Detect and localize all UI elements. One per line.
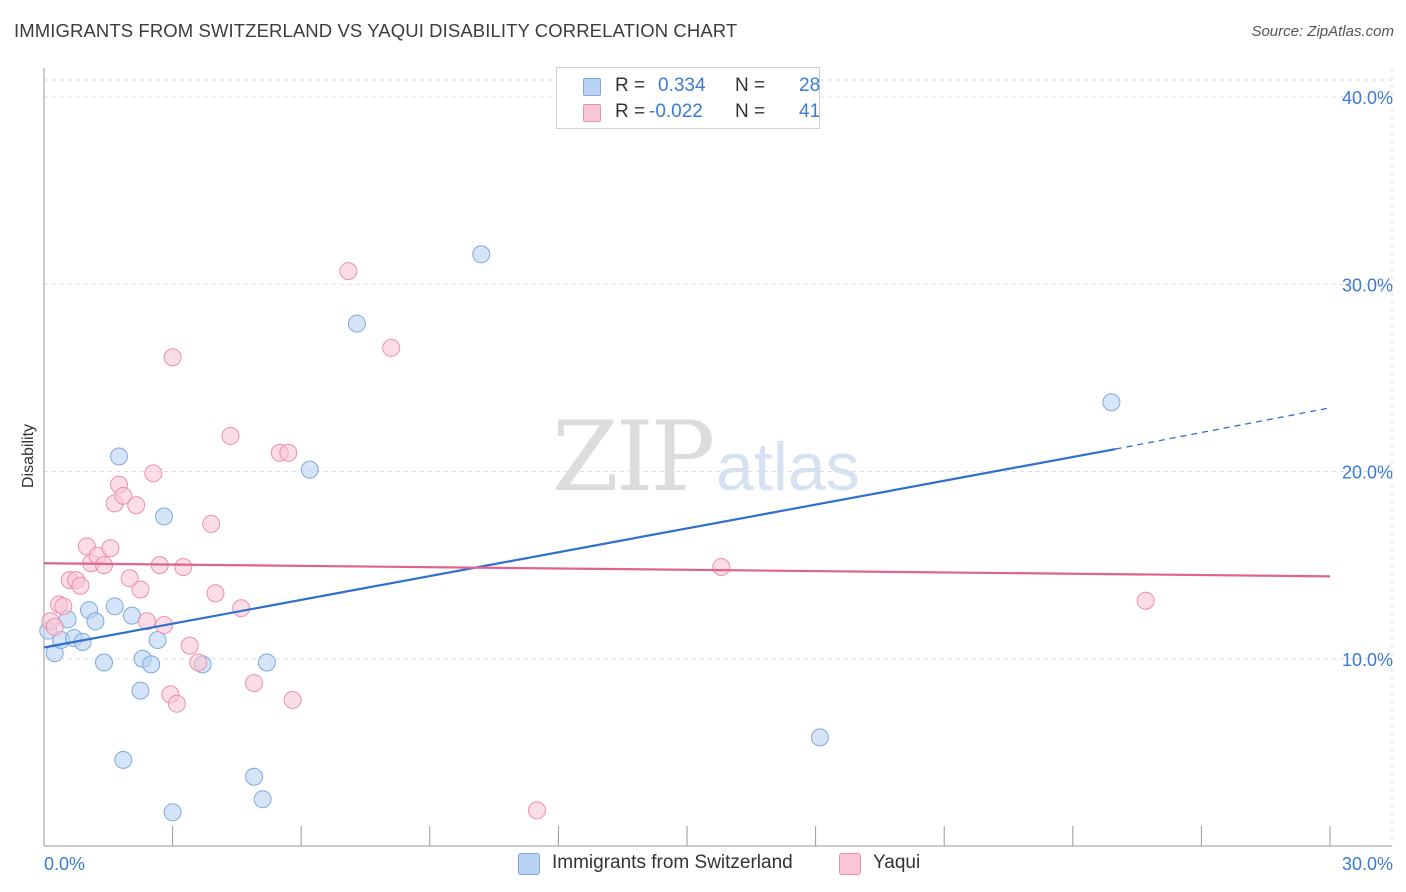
y-tick-labels: 10.0% 20.0% 30.0% 40.0% bbox=[1342, 88, 1393, 670]
series-switzerland-points bbox=[39, 245, 1121, 822]
trend-lines bbox=[43, 407, 1331, 649]
yaqui-point bbox=[189, 653, 208, 672]
gridlines bbox=[44, 68, 1393, 846]
yaqui-point bbox=[339, 262, 358, 281]
yaqui-point bbox=[54, 597, 73, 616]
yaqui-point bbox=[1136, 591, 1155, 610]
switzerland-trend-extension bbox=[1115, 407, 1331, 450]
y-tick-label: 20.0% bbox=[1342, 463, 1393, 483]
switzerland-point bbox=[95, 653, 114, 672]
legend-n-label: N = bbox=[735, 101, 766, 122]
yaqui-point bbox=[174, 557, 193, 576]
legend-swatch-pink bbox=[583, 104, 601, 122]
yaqui-point bbox=[137, 612, 156, 631]
legend-r-label: R = bbox=[615, 101, 646, 122]
yaqui-point bbox=[114, 486, 133, 505]
chart-title: IMMIGRANTS FROM SWITZERLAND VS YAQUI DIS… bbox=[14, 20, 738, 41]
yaqui-point bbox=[221, 426, 240, 445]
x-tick-labels: 0.0% 30.0% bbox=[44, 854, 1393, 874]
switzerland-point bbox=[347, 314, 366, 333]
yaqui-point bbox=[71, 576, 90, 595]
yaqui-point bbox=[131, 580, 150, 599]
y-axis-label: Disability bbox=[20, 424, 37, 488]
switzerland-point bbox=[105, 597, 124, 616]
switzerland-point bbox=[114, 750, 133, 769]
yaqui-point bbox=[283, 690, 302, 709]
switzerland-point bbox=[257, 653, 276, 672]
yaqui-point bbox=[127, 496, 146, 515]
yaqui-point bbox=[163, 348, 182, 367]
yaqui-point bbox=[95, 556, 114, 575]
switzerland-point bbox=[122, 606, 141, 625]
switzerland-point bbox=[163, 803, 182, 822]
bottom-legend-swatch-blue bbox=[518, 853, 540, 875]
yaqui-point bbox=[202, 514, 221, 533]
yaqui-point bbox=[180, 636, 199, 655]
switzerland-trend-line bbox=[43, 447, 1116, 649]
bottom-legend-swatch-pink bbox=[839, 853, 861, 875]
legend-swatch-blue bbox=[583, 78, 601, 96]
yaqui-point bbox=[279, 443, 298, 462]
y-tick-label: 30.0% bbox=[1342, 275, 1393, 295]
yaqui-point bbox=[45, 617, 64, 636]
legend-n-label: N = bbox=[735, 75, 766, 96]
switzerland-point bbox=[245, 767, 264, 786]
switzerland-point bbox=[1102, 393, 1121, 412]
watermark-zip: ZIP bbox=[552, 401, 713, 513]
switzerland-point bbox=[472, 245, 491, 264]
switzerland-point bbox=[300, 460, 319, 479]
legend-r-value: 0.334 bbox=[658, 75, 706, 96]
axes bbox=[43, 68, 1392, 847]
yaqui-point bbox=[245, 674, 264, 693]
yaqui-point bbox=[382, 338, 401, 357]
yaqui-point bbox=[232, 599, 251, 618]
switzerland-point bbox=[810, 728, 829, 747]
bottom-legend-label: Immigrants from Switzerland bbox=[552, 852, 793, 873]
bottom-legend-label: Yaqui bbox=[873, 852, 921, 873]
legend-r-label: R = bbox=[615, 75, 646, 96]
correlation-legend: R = 0.334 N = 28 R = -0.022 N = 41 bbox=[556, 67, 820, 129]
legend-n-value: 41 bbox=[799, 101, 821, 122]
switzerland-point bbox=[110, 447, 129, 466]
yaqui-point bbox=[206, 584, 225, 603]
switzerland-point bbox=[86, 612, 105, 631]
series-yaqui-points bbox=[41, 262, 1155, 820]
yaqui-point bbox=[712, 557, 731, 576]
yaqui-point bbox=[120, 569, 139, 588]
yaqui-point bbox=[101, 539, 120, 558]
yaqui-point bbox=[527, 801, 546, 820]
y-tick-label: 40.0% bbox=[1342, 88, 1393, 108]
switzerland-point bbox=[142, 655, 161, 674]
watermark: ZIP atlas bbox=[552, 401, 860, 513]
switzerland-point bbox=[155, 507, 174, 526]
legend-n-value: 28 bbox=[799, 75, 821, 96]
switzerland-point bbox=[148, 631, 167, 650]
switzerland-point bbox=[253, 790, 272, 809]
legend-r-value: -0.022 bbox=[649, 101, 703, 122]
yaqui-point bbox=[144, 464, 163, 483]
switzerland-point bbox=[131, 681, 150, 700]
y-tick-label: 10.0% bbox=[1342, 650, 1393, 670]
source-label: Source: ZipAtlas.com bbox=[1251, 23, 1394, 40]
x-tick-label: 0.0% bbox=[44, 854, 85, 874]
x-tick-label: 30.0% bbox=[1342, 854, 1393, 874]
yaqui-trend-line bbox=[43, 562, 1331, 578]
yaqui-point bbox=[167, 694, 186, 713]
watermark-atlas: atlas bbox=[716, 429, 860, 505]
